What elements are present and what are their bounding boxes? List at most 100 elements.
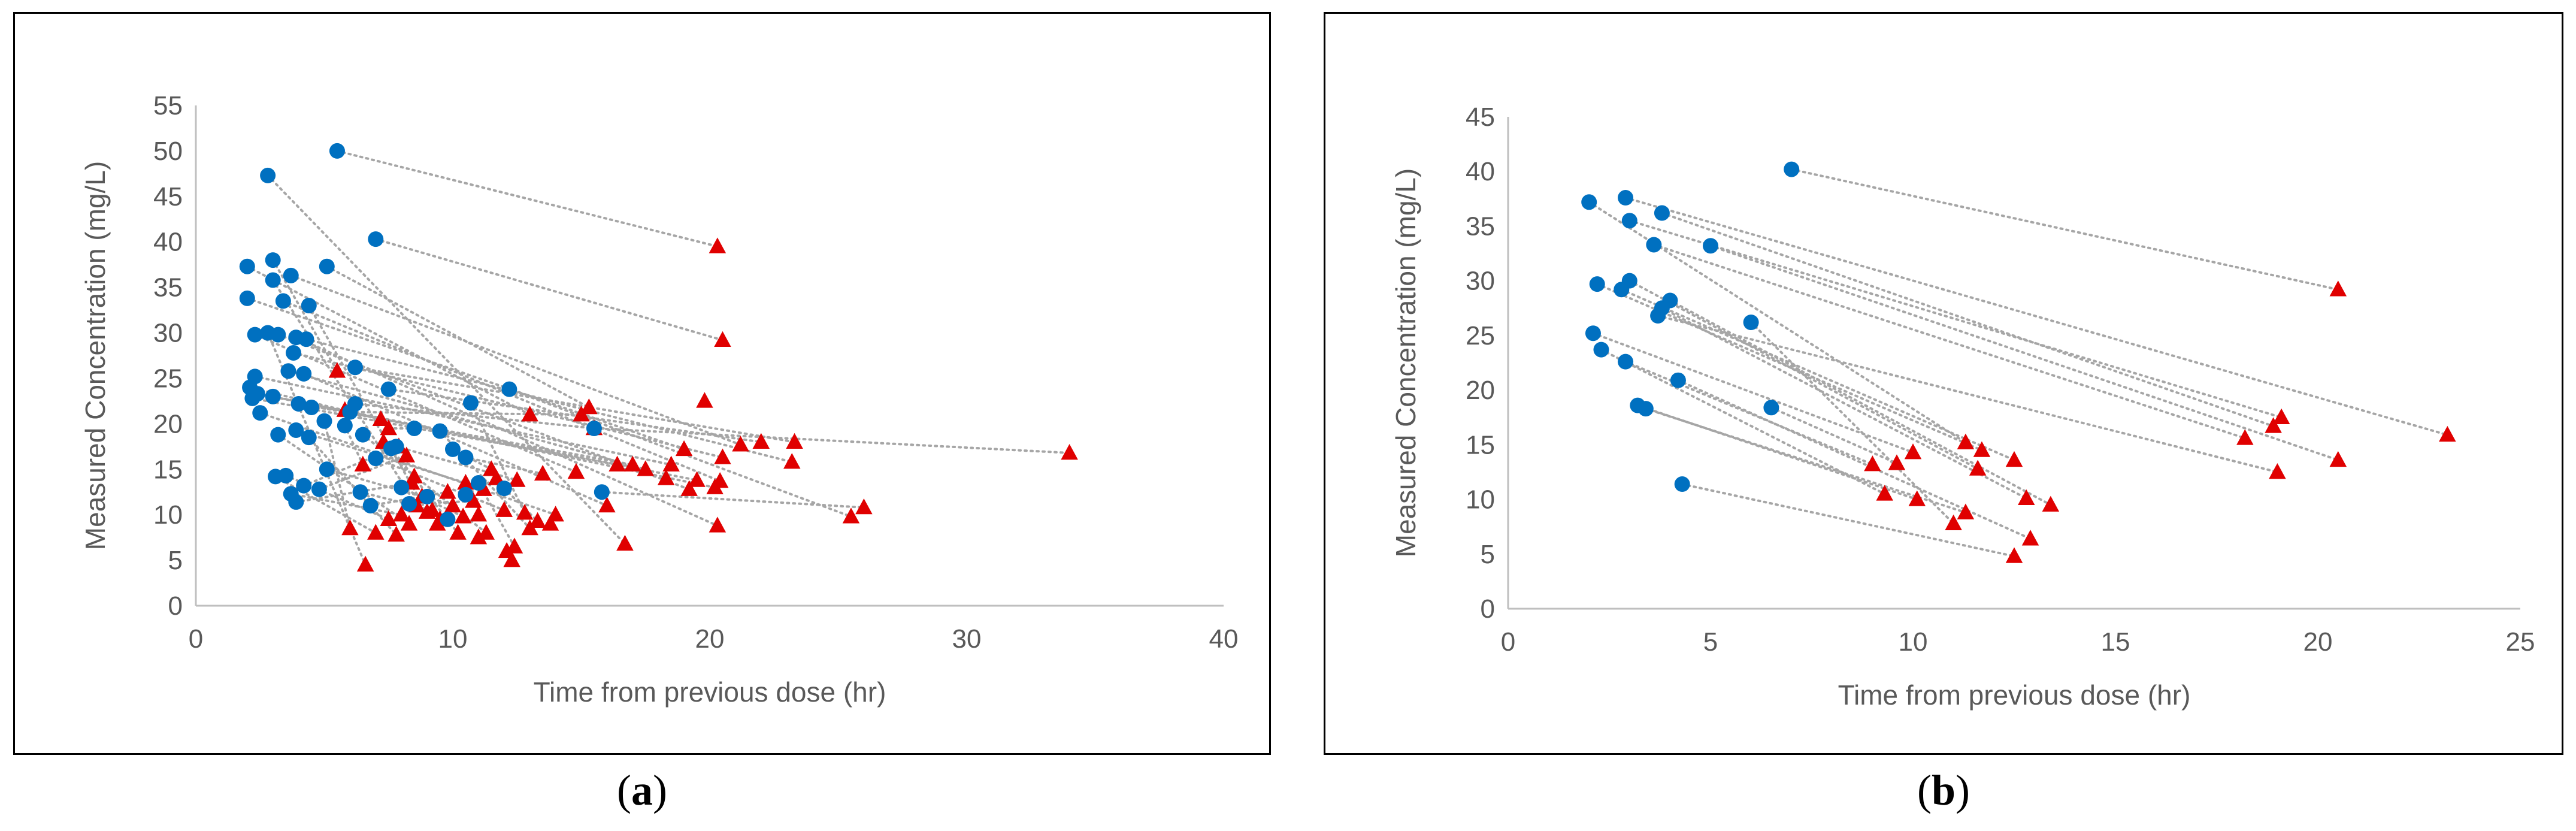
circle-point	[316, 413, 332, 429]
triangle-point	[680, 480, 698, 496]
circle-point	[368, 231, 384, 247]
circle-point	[440, 511, 456, 527]
triangle-point	[624, 455, 641, 472]
circle-point	[1763, 400, 1779, 416]
y-tick-label: 35	[153, 273, 183, 303]
pair-connector-line	[287, 370, 647, 471]
triangle-point	[429, 515, 446, 531]
pair-connector-line	[267, 174, 626, 545]
circle-point	[319, 461, 335, 478]
triangle-point	[1969, 460, 1987, 476]
circle-point	[329, 143, 345, 159]
circle-point	[265, 388, 281, 404]
x-tick-label: 0	[189, 624, 203, 654]
triangle-point	[609, 455, 626, 472]
circle-point	[304, 400, 320, 416]
x-tick-label: 15	[2101, 627, 2130, 657]
triangle-point	[508, 471, 526, 487]
y-tick-label: 5	[168, 546, 183, 575]
circle-point	[1743, 314, 1759, 330]
triangle-point	[380, 510, 397, 527]
circle-point	[280, 363, 296, 379]
circle-point	[352, 484, 368, 500]
pair-connector-line	[470, 401, 526, 515]
pair-connector-line	[1628, 219, 2283, 419]
triangle-point	[503, 551, 520, 567]
triangle-point	[616, 534, 634, 551]
circle-point	[458, 449, 474, 466]
circle-point	[470, 475, 486, 491]
circle-point	[283, 267, 299, 283]
triangle-point	[354, 455, 372, 472]
y-tick-label: 15	[1466, 430, 1495, 460]
circle-point	[586, 420, 602, 436]
circle-point	[290, 395, 307, 412]
pair-connector-line	[253, 333, 577, 473]
circle-point	[1784, 161, 1800, 177]
x-tick-label: 20	[2303, 627, 2333, 657]
triangle-point	[688, 471, 706, 487]
pair-connector-line	[1644, 407, 1967, 514]
circle-point	[380, 381, 396, 397]
triangle-point	[2021, 530, 2039, 546]
triangle-point	[2329, 280, 2347, 297]
circle-point	[296, 365, 312, 382]
triangle-point	[2265, 417, 2282, 433]
panel-b-caption: (b)	[1917, 766, 1970, 814]
triangle-point	[783, 453, 801, 469]
pair-connector-line	[1681, 483, 2015, 558]
triangle-point	[675, 440, 693, 457]
circle-point	[458, 486, 474, 503]
pair-connector-line	[600, 491, 865, 509]
triangle-point	[842, 507, 860, 524]
pair-connector-line	[353, 366, 796, 443]
circle-point	[296, 478, 312, 494]
circle-point	[1637, 401, 1654, 417]
y-tick-label: 25	[1466, 321, 1495, 350]
circle-point	[463, 395, 479, 411]
triangle-point	[855, 498, 873, 515]
circle-point	[270, 427, 286, 443]
triangle-point	[637, 460, 654, 476]
circle-point	[1618, 353, 1634, 370]
triangle-point	[439, 483, 456, 499]
circle-point	[298, 331, 314, 347]
pair-connector-line	[325, 265, 591, 409]
circle-point	[311, 481, 327, 497]
circle-point	[1585, 325, 1601, 342]
triangle-point	[709, 516, 727, 533]
triangle-point	[1864, 455, 1881, 472]
x-tick-label: 30	[952, 624, 982, 654]
y-axis-title: Measured Concentration (mg/L)	[80, 161, 111, 550]
triangle-point	[1957, 433, 1975, 449]
x-tick-label: 25	[2506, 627, 2535, 657]
pair-connector-line	[1657, 315, 2279, 473]
circle-point	[1581, 194, 1597, 210]
pair-connector-line	[289, 274, 742, 446]
y-tick-label: 10	[1466, 485, 1495, 515]
triangle-point	[388, 525, 405, 542]
pair-connector-line	[281, 300, 722, 483]
y-tick-label: 15	[153, 455, 183, 484]
pair-connector-line	[1636, 404, 1918, 501]
circle-point	[301, 298, 317, 313]
circle-point	[337, 418, 353, 434]
triangle-point	[657, 469, 675, 485]
triangle-point	[1908, 490, 1926, 506]
triangle-point	[454, 507, 472, 524]
triangle-point	[495, 501, 513, 517]
circle-point	[594, 484, 610, 500]
triangle-point	[449, 524, 467, 540]
triangle-point	[580, 398, 598, 415]
circle-point	[1618, 190, 1634, 206]
pair-connector-line	[1790, 168, 2339, 291]
pair-connector-line	[289, 492, 403, 516]
triangle-point	[470, 528, 488, 545]
y-tick-label: 30	[1466, 267, 1495, 296]
scatter-chart-a: 0 10 20 30 40 0 5 10 15 20 25 30 35 40 45 50 55 Time from…	[80, 91, 1238, 708]
triangle-point	[662, 455, 680, 472]
triangle-point	[534, 464, 552, 481]
pair-connector-line	[374, 457, 505, 512]
circle-point	[355, 427, 371, 443]
y-tick-label: 40	[1466, 157, 1495, 186]
